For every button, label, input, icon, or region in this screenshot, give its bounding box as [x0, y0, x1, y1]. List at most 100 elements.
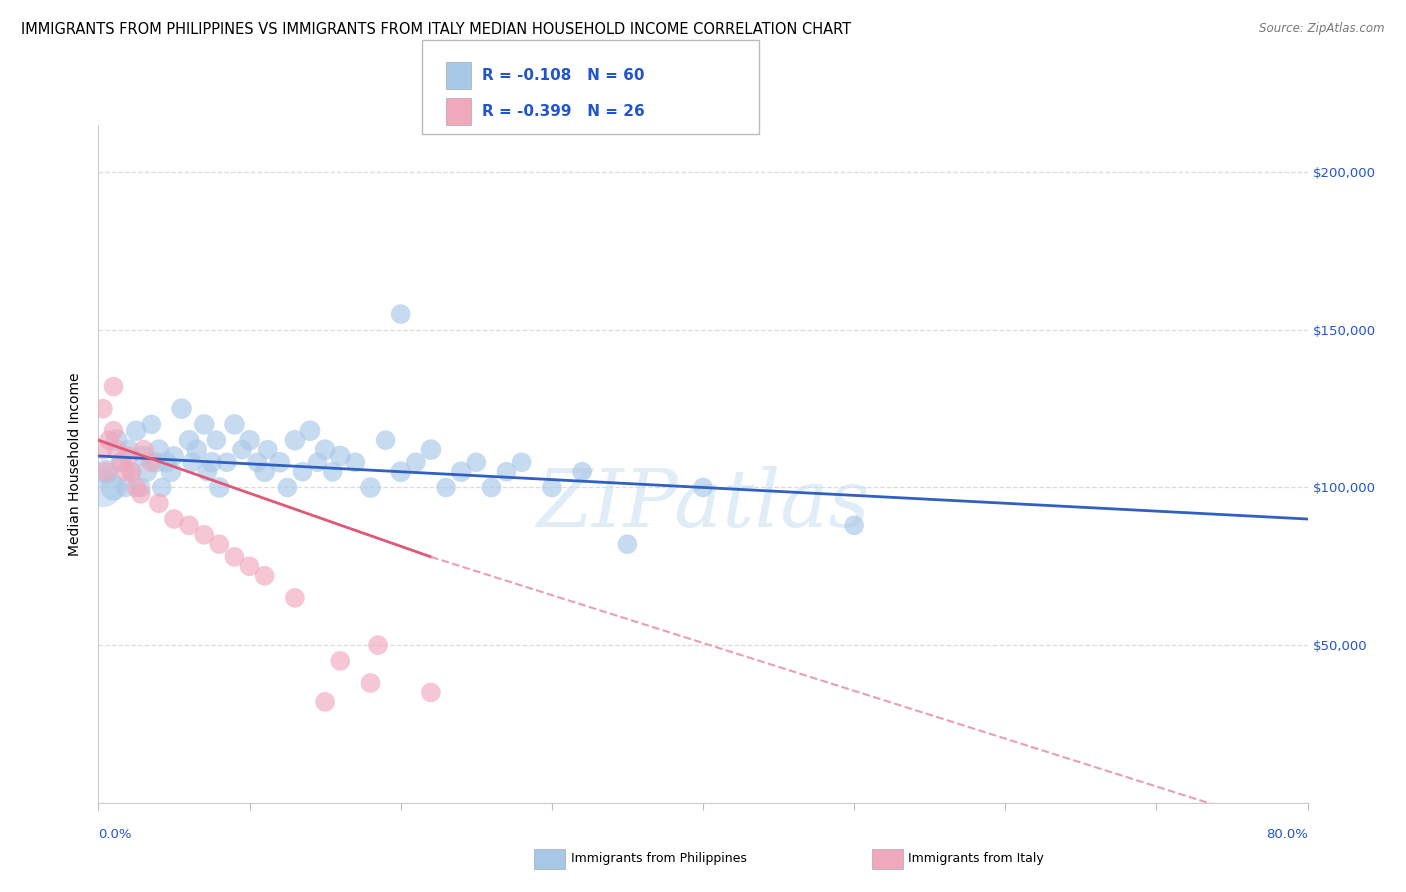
Point [253, 568, 276, 582]
Point [253, 465, 276, 479]
Text: Immigrants from Italy: Immigrants from Italy [908, 852, 1045, 864]
Point [148, 442, 170, 457]
Point [360, 676, 382, 690]
Point [299, 424, 322, 438]
Point [145, 455, 167, 469]
Point [91, 442, 114, 457]
Point [389, 307, 412, 321]
Point [224, 549, 246, 564]
Point [616, 537, 638, 551]
Point [367, 638, 389, 652]
Text: 0.0%: 0.0% [98, 828, 132, 840]
Point [125, 481, 148, 495]
Point [121, 465, 143, 479]
Point [141, 417, 163, 432]
Point [129, 481, 152, 495]
Text: Immigrants from Philippines: Immigrants from Philippines [571, 852, 747, 864]
Point [163, 512, 186, 526]
Point [239, 559, 262, 574]
Point [103, 481, 125, 495]
Point [118, 442, 141, 457]
Point [231, 442, 253, 457]
Point [420, 685, 443, 699]
Point [256, 442, 278, 457]
Point [118, 449, 141, 463]
Point [160, 465, 183, 479]
Point [314, 442, 336, 457]
Text: R = -0.399   N = 26: R = -0.399 N = 26 [482, 103, 645, 119]
Point [215, 455, 238, 469]
Point [91, 401, 114, 416]
Point [179, 433, 201, 447]
Text: ZIPatlas: ZIPatlas [536, 466, 870, 543]
Y-axis label: Median Household Income: Median Household Income [69, 372, 83, 556]
Point [389, 465, 412, 479]
Point [155, 455, 177, 469]
Point [132, 442, 155, 457]
Point [129, 487, 152, 501]
Text: Source: ZipAtlas.com: Source: ZipAtlas.com [1260, 22, 1385, 36]
Point [193, 417, 215, 432]
Point [141, 455, 163, 469]
Point [510, 455, 533, 469]
Point [103, 379, 125, 393]
Point [163, 449, 186, 463]
Point [110, 455, 132, 469]
Point [284, 591, 307, 605]
Point [170, 401, 193, 416]
Point [322, 465, 344, 479]
Point [103, 424, 125, 438]
Point [291, 465, 314, 479]
Point [541, 481, 564, 495]
Point [98, 433, 121, 447]
Point [495, 465, 517, 479]
Point [450, 465, 472, 479]
Point [148, 496, 170, 510]
Point [481, 481, 503, 495]
Point [692, 481, 714, 495]
Point [314, 695, 336, 709]
Point [465, 455, 488, 469]
Point [344, 455, 367, 469]
Point [239, 433, 262, 447]
Point [114, 481, 136, 495]
Point [94, 465, 117, 479]
Point [571, 465, 593, 479]
Point [110, 455, 132, 469]
Point [125, 424, 148, 438]
Text: IMMIGRANTS FROM PHILIPPINES VS IMMIGRANTS FROM ITALY MEDIAN HOUSEHOLD INCOME COR: IMMIGRANTS FROM PHILIPPINES VS IMMIGRANT… [21, 22, 851, 37]
Point [284, 433, 307, 447]
Point [405, 455, 427, 469]
Point [246, 455, 269, 469]
Point [420, 442, 443, 457]
Point [181, 455, 204, 469]
Point [94, 465, 117, 479]
Point [269, 455, 291, 469]
Point [844, 518, 866, 533]
Point [360, 481, 382, 495]
Point [329, 449, 352, 463]
Point [276, 481, 298, 495]
Point [186, 442, 208, 457]
Point [91, 481, 114, 495]
Point [121, 465, 143, 479]
Point [105, 442, 128, 457]
Point [193, 528, 215, 542]
Point [224, 417, 246, 432]
Text: R = -0.108   N = 60: R = -0.108 N = 60 [482, 69, 645, 83]
Point [201, 455, 224, 469]
Point [434, 481, 457, 495]
Point [150, 481, 173, 495]
Point [307, 455, 329, 469]
Text: 80.0%: 80.0% [1265, 828, 1308, 840]
Point [132, 449, 155, 463]
Point [105, 433, 128, 447]
Point [208, 481, 231, 495]
Point [205, 433, 228, 447]
Point [179, 518, 201, 533]
Point [208, 537, 231, 551]
Point [195, 465, 218, 479]
Point [114, 465, 136, 479]
Point [329, 654, 352, 668]
Point [135, 465, 157, 479]
